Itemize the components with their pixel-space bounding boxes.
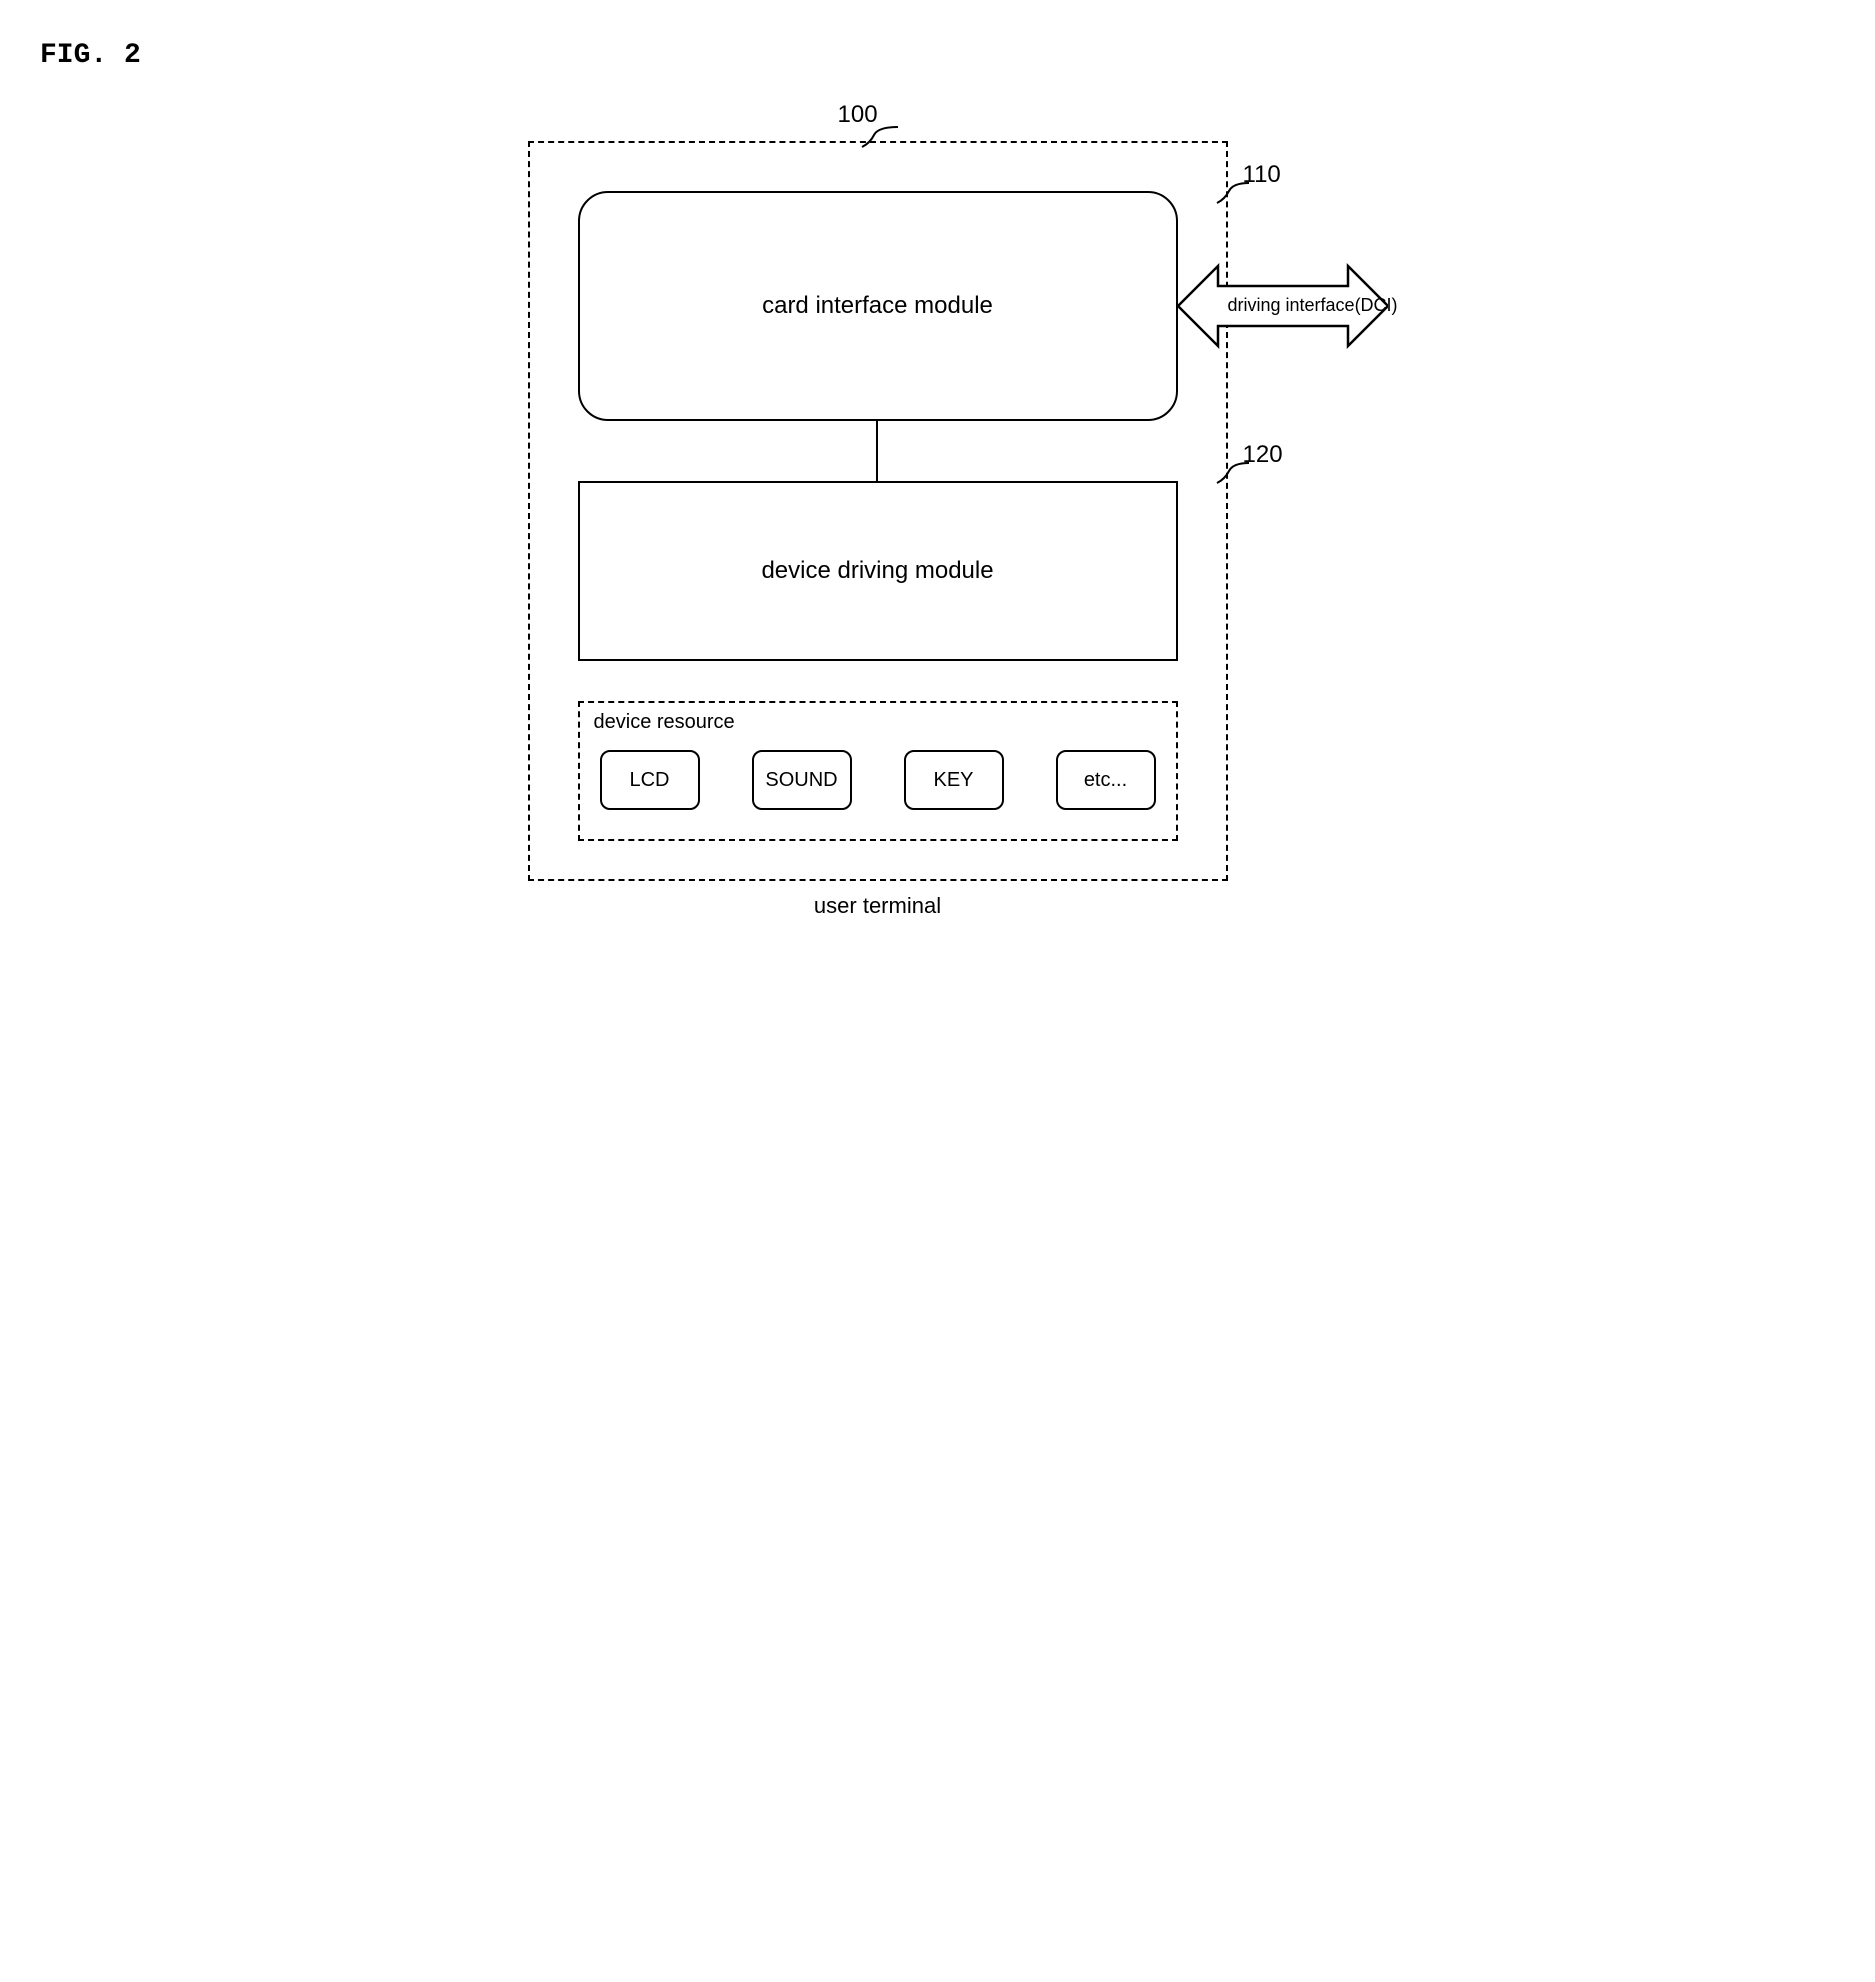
device-resource-label: device resource [594,711,1162,734]
resource-item-key: KEY [904,750,1004,810]
device-resource-box: device resource LCD SOUND KEY etc... [578,701,1178,841]
device-driving-module: device driving module [578,481,1178,661]
resource-item-sound: SOUND [752,750,852,810]
user-terminal-label: user terminal [530,893,1226,919]
diagram-canvas: 100 110 120 user terminal card interface… [488,101,1388,1001]
driving-interface-arrow: driving interface(DCI) [1178,241,1388,371]
device-resource-row: LCD SOUND KEY etc... [594,740,1162,820]
figure-label: FIG. 2 [40,40,1835,71]
resource-item-lcd: LCD [600,750,700,810]
resource-item-etc: etc... [1056,750,1156,810]
module-connector [876,421,879,481]
device-driving-module-label: device driving module [761,557,993,585]
card-interface-module: card interface module [578,191,1178,421]
driving-interface-label: driving interface(DCI) [1228,295,1398,316]
card-interface-module-label: card interface module [762,292,993,320]
